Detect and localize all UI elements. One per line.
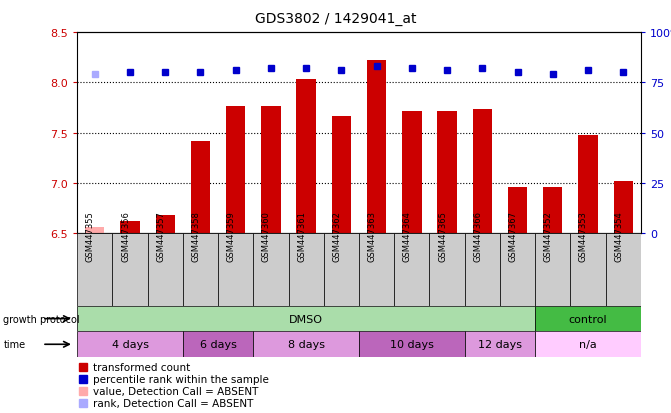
Bar xyxy=(613,182,633,234)
Text: rank, Detection Call = ABSENT: rank, Detection Call = ABSENT xyxy=(93,398,254,408)
Text: GSM447363: GSM447363 xyxy=(368,211,376,261)
Bar xyxy=(535,332,641,357)
Text: GSM447365: GSM447365 xyxy=(438,211,447,261)
Bar xyxy=(254,234,289,306)
Bar xyxy=(472,109,492,234)
Text: n/a: n/a xyxy=(579,339,597,349)
Bar xyxy=(218,234,253,306)
Bar xyxy=(464,332,535,357)
Text: 8 days: 8 days xyxy=(288,339,325,349)
Text: GSM447356: GSM447356 xyxy=(121,211,130,261)
Bar xyxy=(148,234,183,306)
Bar xyxy=(578,135,598,234)
Bar xyxy=(437,112,457,234)
Bar xyxy=(120,222,140,234)
Text: transformed count: transformed count xyxy=(93,362,190,372)
Bar xyxy=(429,234,464,306)
Bar xyxy=(367,61,386,234)
Bar xyxy=(394,234,429,306)
Bar xyxy=(359,234,395,306)
Bar xyxy=(85,228,105,234)
Bar xyxy=(261,106,280,234)
Text: time: time xyxy=(3,339,25,349)
Bar xyxy=(570,234,605,306)
Text: control: control xyxy=(568,314,607,324)
Text: GSM447362: GSM447362 xyxy=(332,211,342,261)
Bar xyxy=(331,116,351,234)
Bar xyxy=(183,332,254,357)
Bar xyxy=(323,234,359,306)
Text: GDS3802 / 1429041_at: GDS3802 / 1429041_at xyxy=(255,12,416,26)
Text: GSM447360: GSM447360 xyxy=(262,211,271,261)
Bar xyxy=(289,234,323,306)
Bar xyxy=(297,80,316,234)
Bar xyxy=(77,332,183,357)
Text: percentile rank within the sample: percentile rank within the sample xyxy=(93,374,269,384)
Text: GSM447357: GSM447357 xyxy=(156,211,165,261)
Text: GSM447353: GSM447353 xyxy=(579,211,588,261)
Bar xyxy=(156,216,175,234)
Text: GSM447367: GSM447367 xyxy=(509,211,517,261)
Text: growth protocol: growth protocol xyxy=(3,314,80,324)
Bar xyxy=(226,106,246,234)
Text: 10 days: 10 days xyxy=(390,339,433,349)
Text: DMSO: DMSO xyxy=(289,314,323,324)
Bar xyxy=(500,234,535,306)
Text: GSM447361: GSM447361 xyxy=(297,211,306,261)
Bar xyxy=(113,234,148,306)
Text: GSM447352: GSM447352 xyxy=(544,211,553,261)
Bar xyxy=(191,141,210,234)
Text: GSM447364: GSM447364 xyxy=(403,211,412,261)
Text: 6 days: 6 days xyxy=(200,339,236,349)
Text: 4 days: 4 days xyxy=(111,339,148,349)
Bar xyxy=(254,332,359,357)
Text: 12 days: 12 days xyxy=(478,339,522,349)
Bar xyxy=(508,188,527,234)
Bar xyxy=(605,234,641,306)
Text: GSM447354: GSM447354 xyxy=(614,211,623,261)
Text: GSM447355: GSM447355 xyxy=(86,211,95,261)
Text: value, Detection Call = ABSENT: value, Detection Call = ABSENT xyxy=(93,386,258,396)
Bar xyxy=(77,234,113,306)
Text: GSM447358: GSM447358 xyxy=(191,211,201,261)
Text: GSM447359: GSM447359 xyxy=(227,211,236,261)
Bar xyxy=(464,234,500,306)
Bar xyxy=(77,306,535,332)
Bar xyxy=(543,188,562,234)
Text: GSM447366: GSM447366 xyxy=(473,211,482,261)
Bar xyxy=(535,234,570,306)
Bar xyxy=(535,306,641,332)
Bar xyxy=(359,332,464,357)
Bar xyxy=(183,234,218,306)
Bar xyxy=(402,112,421,234)
